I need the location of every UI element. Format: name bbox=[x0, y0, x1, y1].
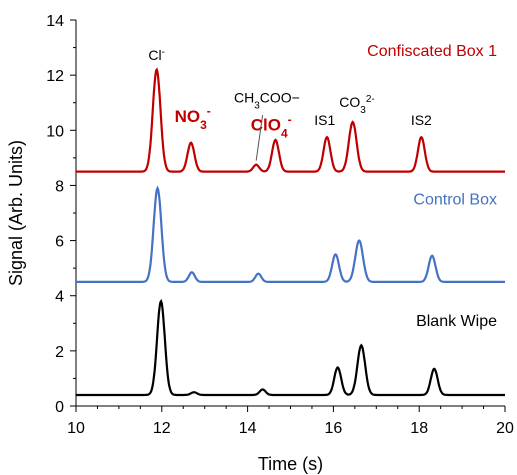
peak-label-ch3coo: CH3COO− bbox=[234, 90, 300, 112]
peak-label-is2: IS2 bbox=[411, 112, 432, 128]
x-tick-label: 20 bbox=[496, 420, 514, 437]
label-base: CO bbox=[339, 94, 360, 110]
peak-label-co: CO32- bbox=[339, 93, 374, 115]
y-tick-label: 4 bbox=[55, 289, 64, 306]
y-tick-label: 12 bbox=[46, 68, 64, 85]
label-sub: 3 bbox=[360, 104, 366, 115]
series-label-blank-wipe: Blank Wipe bbox=[416, 313, 497, 330]
label-sup: - bbox=[288, 112, 292, 126]
label-sup: - bbox=[207, 104, 211, 118]
label-part: CH bbox=[234, 90, 254, 106]
y-tick-label: 8 bbox=[55, 178, 64, 195]
label-sup: - bbox=[162, 46, 165, 57]
series-group: Confiscated Box 1 Control Box Blank Wipe bbox=[76, 43, 505, 397]
y-axis-title: Signal (Arb. Units) bbox=[6, 140, 26, 286]
series-label-confiscated-box-1: Confiscated Box 1 bbox=[367, 43, 497, 60]
x-tick-label: 16 bbox=[325, 420, 343, 437]
series-label-control-box: Control Box bbox=[413, 192, 497, 209]
x-tick-label: 12 bbox=[153, 420, 171, 437]
label-part: 3 bbox=[254, 100, 260, 111]
label-base: ClO bbox=[251, 115, 281, 134]
ch3coo-leader-line bbox=[255, 115, 264, 161]
label-sub: 4 bbox=[281, 126, 288, 140]
peak-label-no: NO3- bbox=[175, 104, 211, 132]
peak-label-cl: Cl- bbox=[148, 46, 165, 63]
y-tick-label: 0 bbox=[55, 399, 64, 416]
y-tick-label: 10 bbox=[46, 123, 64, 140]
series-line-blank-wipe bbox=[76, 298, 505, 397]
label-sup: 2- bbox=[366, 93, 375, 104]
x-tick-label: 10 bbox=[67, 420, 85, 437]
x-tick-label: 14 bbox=[239, 420, 257, 437]
y-tick-label: 2 bbox=[55, 344, 64, 361]
peak-label-is1: IS1 bbox=[314, 112, 335, 128]
series-line-control-box bbox=[76, 185, 505, 283]
x-tick-label: 18 bbox=[410, 420, 428, 437]
label-part: COO− bbox=[260, 90, 300, 106]
x-axis-title: Time (s) bbox=[258, 454, 323, 474]
peak-label-clo: ClO4- bbox=[251, 112, 292, 140]
label-base: NO bbox=[175, 107, 201, 126]
y-tick-label: 6 bbox=[55, 234, 64, 251]
series-line-confiscated-box-1 bbox=[76, 67, 505, 173]
label-sub: 3 bbox=[200, 118, 207, 132]
y-tick-label: 14 bbox=[46, 13, 64, 30]
label-base: Cl bbox=[148, 47, 161, 63]
